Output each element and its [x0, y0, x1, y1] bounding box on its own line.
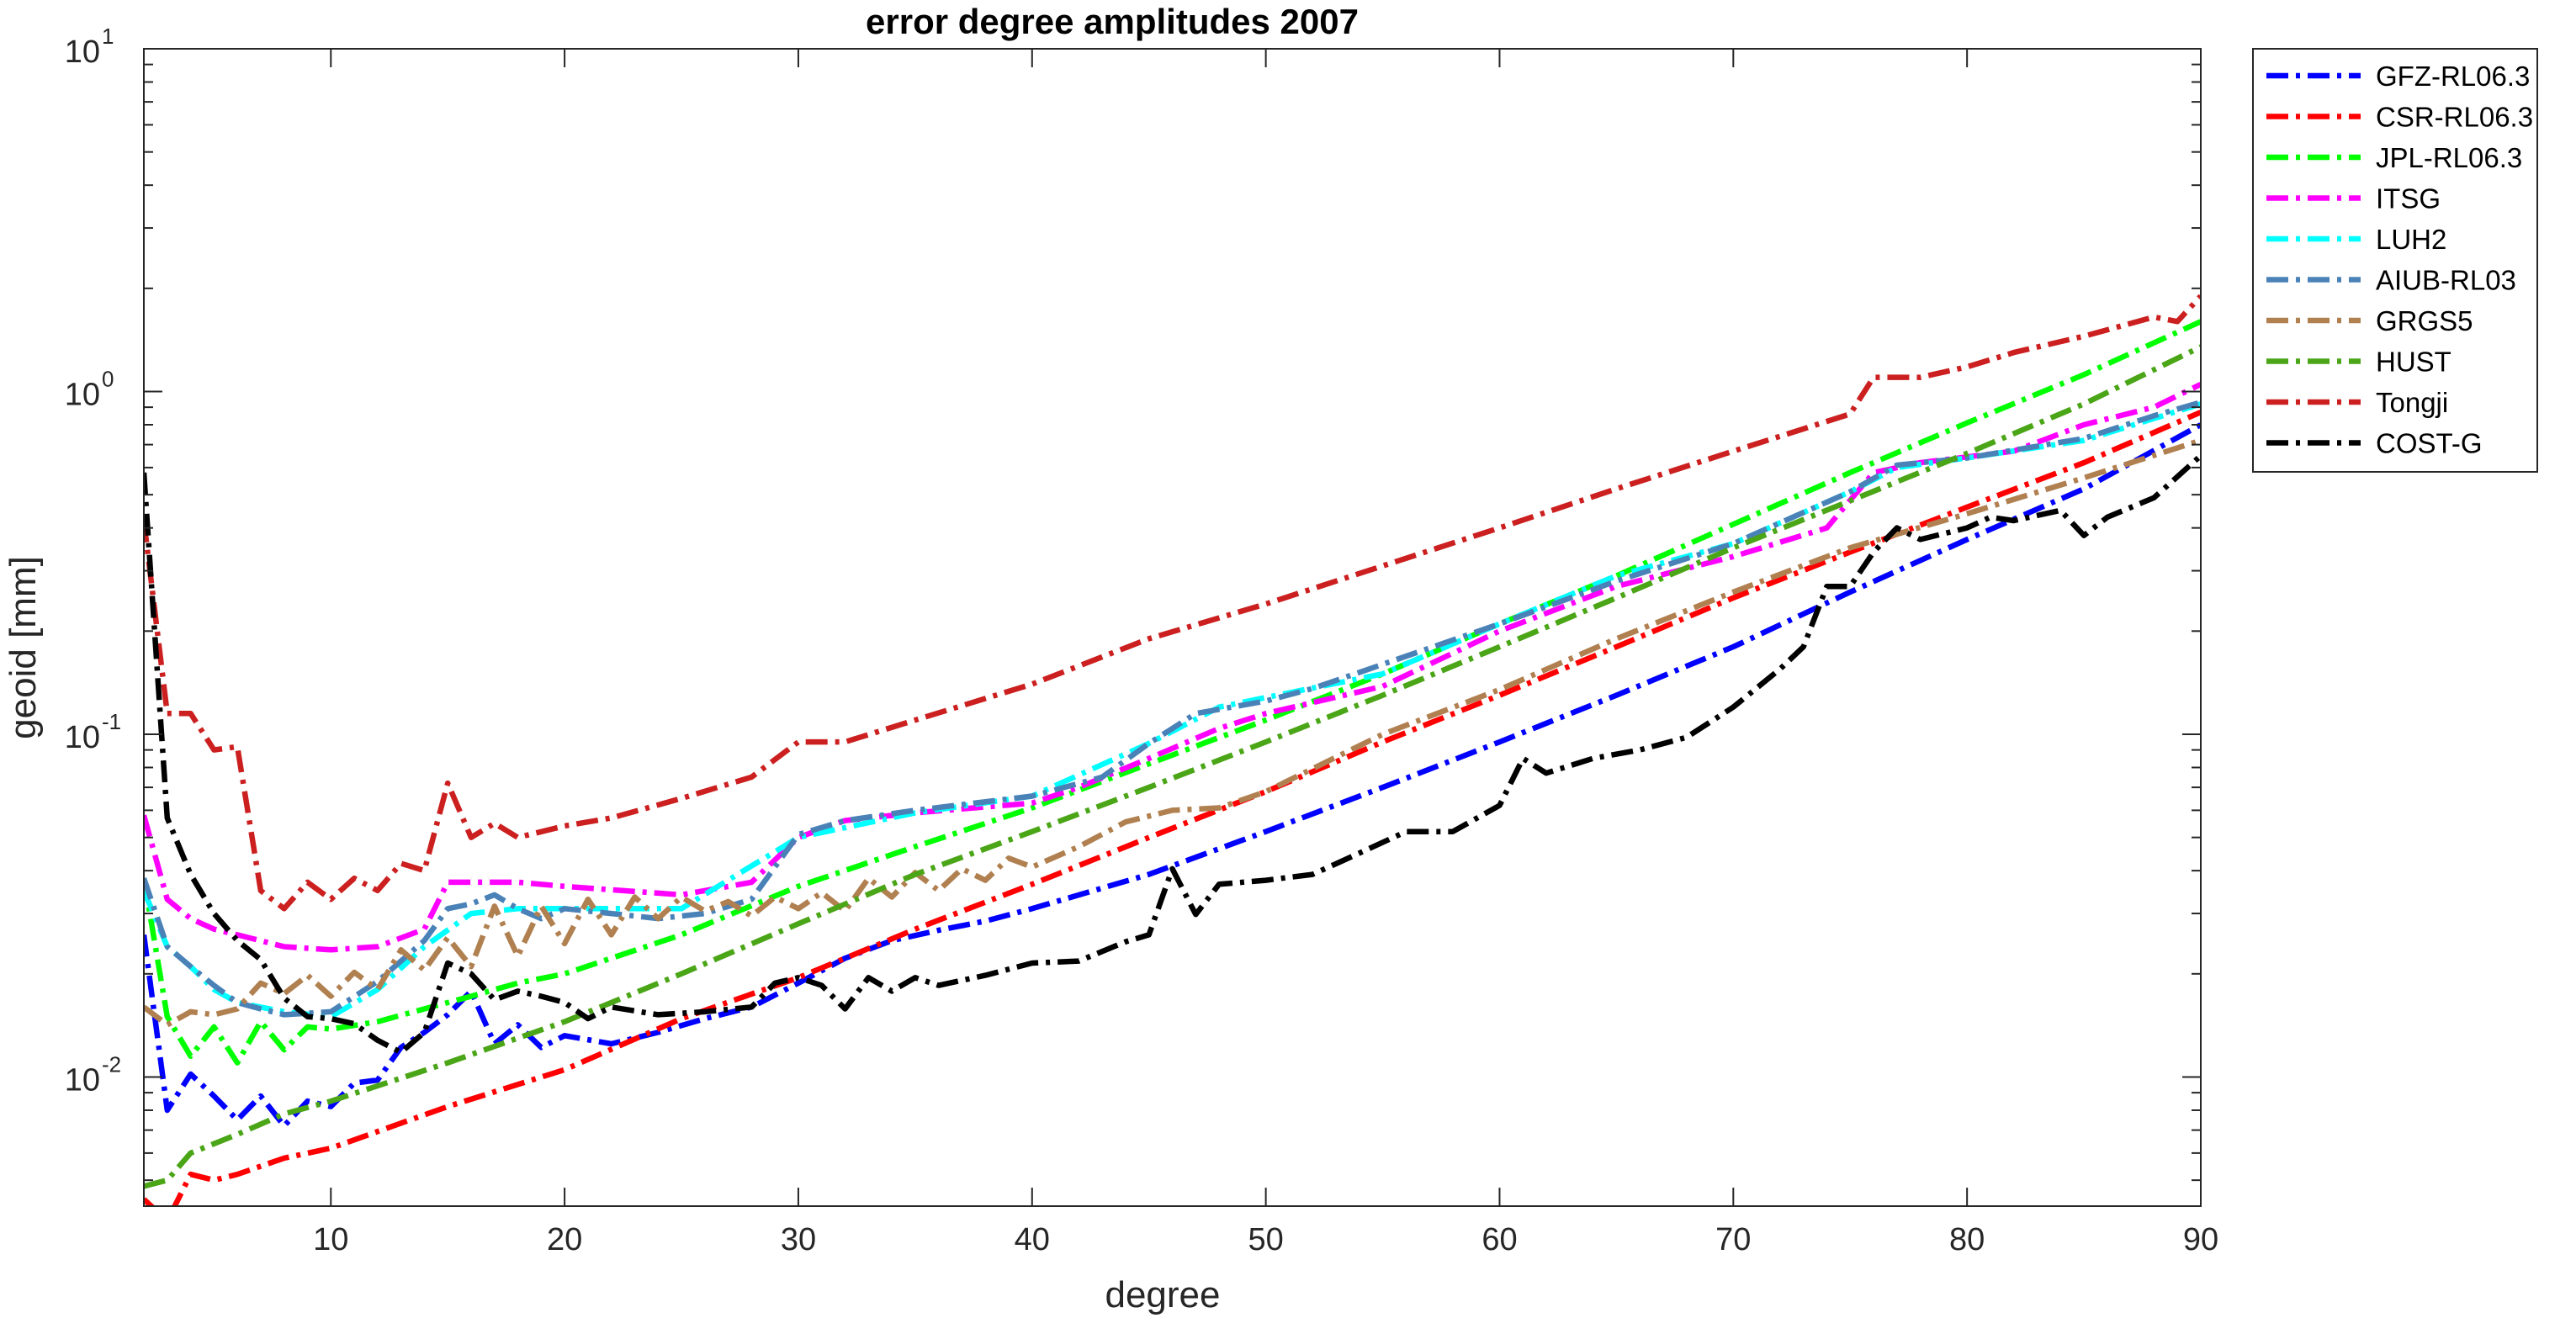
- y-tick-label--1: 10: [65, 720, 100, 755]
- legend-label-tongji: Tongji: [2376, 387, 2448, 418]
- series-line-tongji: [144, 294, 2201, 912]
- x-tick-label-60: 60: [1481, 1222, 1517, 1257]
- series-lines: [144, 294, 2201, 1206]
- x-tick-label-50: 50: [1248, 1222, 1283, 1257]
- legend-label-csr-rl06-3: CSR-RL06.3: [2376, 102, 2533, 133]
- y-tick-label--2: 10: [65, 1062, 100, 1098]
- series-line-cost-g: [144, 453, 2201, 1056]
- chart-title: error degree amplitudes 2007: [866, 2, 1359, 41]
- x-tick-label-90: 90: [2183, 1222, 2218, 1257]
- series-line-itsg: [144, 381, 2201, 953]
- x-tick-label-20: 20: [547, 1222, 582, 1257]
- legend-label-hust: HUST: [2376, 347, 2451, 378]
- x-tick-label-30: 30: [781, 1222, 816, 1257]
- legend-box: [2252, 48, 2538, 473]
- legend-label-luh2: LUH2: [2376, 224, 2446, 255]
- y-tick-exp-1: 1: [102, 24, 114, 49]
- legend-label-grgs5: GRGS5: [2376, 305, 2473, 336]
- legend-label-cost-g: COST-G: [2376, 428, 2483, 459]
- x-tick-label-40: 40: [1015, 1222, 1050, 1257]
- series-line-gfz-rl06-3: [144, 422, 2201, 1129]
- legend-label-aiub-rl03: AIUB-RL03: [2376, 265, 2516, 296]
- y-tick-label-1: 10: [65, 34, 100, 70]
- legend-label-itsg: ITSG: [2376, 183, 2441, 214]
- x-tick-label-10: 10: [313, 1222, 348, 1257]
- legend-label-gfz-rl06-3: GFZ-RL06.3: [2376, 61, 2530, 92]
- y-tick-exp--2: -2: [102, 1051, 121, 1077]
- x-tick-label-80: 80: [1949, 1222, 1985, 1257]
- y-axis-label: geoid [mm]: [3, 556, 44, 739]
- series-line-csr-rl06-3: [144, 410, 2201, 1206]
- series-line-grgs5: [144, 437, 2201, 1028]
- x-tick-label-70: 70: [1715, 1222, 1751, 1257]
- series-line-jpl-rl06-3: [144, 319, 2201, 1066]
- legend-label-jpl-rl06-3: JPL-RL06.3: [2376, 142, 2522, 173]
- y-tick-label-0: 10: [65, 377, 100, 412]
- legend: GFZ-RL06.3 CSR-RL06.3 JPL-RL06.3 ITSG LUH2 AI…: [2252, 48, 2538, 473]
- y-tick-exp--1: -1: [102, 709, 121, 734]
- series-line-hust: [144, 344, 2201, 1189]
- axes-box: [143, 48, 2202, 1207]
- x-axis-label: degree: [1105, 1274, 1220, 1315]
- y-tick-exp-0: 0: [102, 366, 114, 391]
